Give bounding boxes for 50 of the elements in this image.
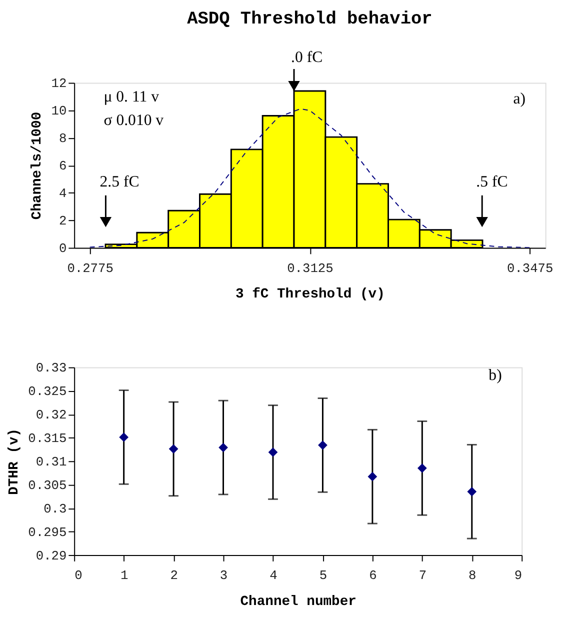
x-tick-label: 3 [220,568,228,584]
annotation: .0 fC [291,49,323,66]
x-axis-title: 3 fC Threshold (v) [236,286,385,303]
y-tick-label: 0.32 [36,408,67,423]
annotation: 2.5 fC [100,173,140,190]
annotation: μ 0. 11 v [104,88,160,106]
point [119,432,129,442]
point [318,440,328,450]
x-tick-label: 5 [319,568,328,584]
y-tick-label: 0.33 [36,360,67,376]
annotation: σ 0.010 v [104,112,164,130]
line-series [89,108,530,248]
point [467,486,477,496]
x-tick-label: 0.3475 [507,260,554,276]
x-tick-label: 9 [514,568,522,584]
y-tick-label: 0 [58,241,67,256]
annotation: b) [488,367,502,384]
y-tick-label: 6 [58,158,67,174]
y-tick-label: 0.31 [36,454,67,470]
y-tick-label: 4 [58,186,67,202]
y-tick-label: 2 [58,214,67,229]
x-tick-label: 0.2775 [67,260,114,276]
point [218,442,228,452]
y-axis-title: Channels/1000 [29,112,46,220]
point [268,448,278,457]
y-tick-label: 0.325 [28,384,67,400]
x-tick-label: 2 [170,568,178,584]
x-tick-label: 0 [74,568,82,584]
x-tick-label: 4 [270,568,278,584]
x-axis-title: Channel number [240,594,356,610]
y-tick-label: 0.3 [44,502,67,517]
y-axis-title: DTHR (v) [6,428,22,495]
x-tick-label: 8 [468,568,476,584]
annotation: a) [513,90,526,108]
y-tick-label: 0.305 [28,478,67,494]
y-tick-label: 0.315 [28,431,67,446]
point [368,472,378,482]
point [417,463,427,473]
y-tick-label: 10 [51,104,67,119]
x-tick-label: 6 [369,568,377,584]
x-tick-label: 7 [418,568,427,584]
y-tick-label: 0.295 [28,524,67,540]
x-tick-label: 1 [120,568,128,584]
y-tick-label: 12 [51,76,67,92]
x-tick-label: 0.3125 [287,260,334,276]
annotation: .5 fC [476,173,508,190]
y-tick-label: 0.29 [36,548,67,564]
point [168,444,178,454]
chart-title: ASDQ Threshold behavior [187,10,432,30]
y-tick-label: 8 [58,131,67,146]
